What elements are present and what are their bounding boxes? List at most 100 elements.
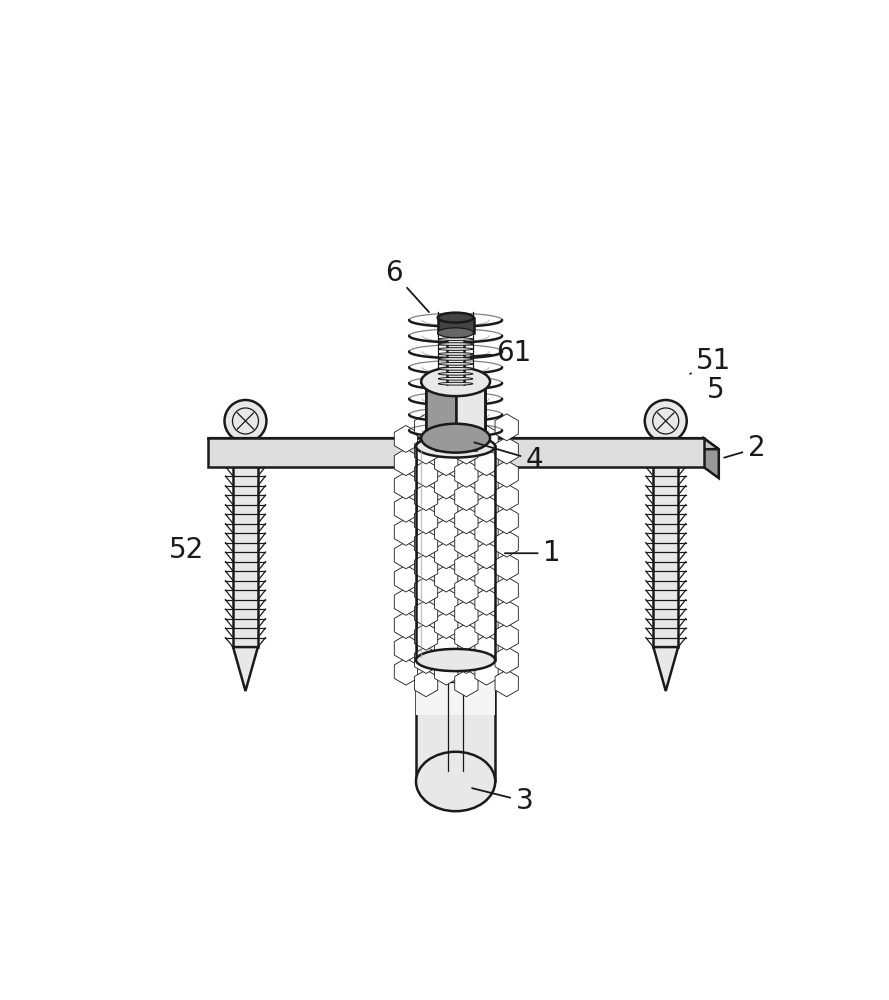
Ellipse shape: [416, 649, 495, 671]
Ellipse shape: [438, 377, 473, 380]
Polygon shape: [475, 635, 498, 662]
Polygon shape: [456, 382, 485, 438]
Polygon shape: [495, 460, 518, 487]
Bar: [416, 675, 495, 781]
Polygon shape: [414, 554, 437, 580]
Polygon shape: [414, 437, 437, 464]
Text: 52: 52: [169, 536, 204, 564]
Circle shape: [653, 408, 679, 434]
Bar: [233, 438, 258, 647]
Bar: [437, 318, 474, 333]
Polygon shape: [435, 635, 458, 662]
Ellipse shape: [416, 435, 495, 458]
Polygon shape: [395, 635, 418, 662]
Text: 4: 4: [474, 442, 544, 474]
Ellipse shape: [438, 333, 473, 335]
Text: 3: 3: [472, 787, 533, 815]
Polygon shape: [495, 507, 518, 534]
Ellipse shape: [438, 358, 473, 360]
Polygon shape: [495, 623, 518, 650]
Polygon shape: [414, 577, 437, 604]
Polygon shape: [414, 600, 437, 627]
Polygon shape: [455, 554, 478, 580]
Polygon shape: [395, 472, 418, 499]
Circle shape: [645, 400, 686, 442]
Polygon shape: [414, 647, 437, 673]
Bar: [447, 334, 464, 384]
Polygon shape: [455, 414, 478, 441]
Circle shape: [232, 408, 259, 434]
Polygon shape: [395, 495, 418, 522]
Bar: [436, 435, 476, 450]
Polygon shape: [475, 565, 498, 592]
Polygon shape: [414, 623, 437, 650]
Polygon shape: [395, 588, 418, 615]
Polygon shape: [414, 414, 437, 441]
Ellipse shape: [438, 367, 473, 370]
Ellipse shape: [421, 424, 490, 453]
Ellipse shape: [438, 338, 473, 340]
Polygon shape: [495, 647, 518, 673]
Polygon shape: [495, 414, 518, 441]
Polygon shape: [426, 382, 456, 438]
Polygon shape: [395, 612, 418, 639]
Text: 51: 51: [690, 347, 732, 375]
Ellipse shape: [438, 363, 473, 365]
Polygon shape: [475, 495, 498, 522]
Polygon shape: [395, 658, 418, 685]
Polygon shape: [455, 623, 478, 650]
Bar: [208, 438, 704, 467]
Polygon shape: [456, 382, 485, 438]
Polygon shape: [475, 612, 498, 639]
Ellipse shape: [416, 649, 495, 671]
Bar: [416, 446, 495, 660]
Polygon shape: [455, 647, 478, 673]
Polygon shape: [435, 472, 458, 499]
Polygon shape: [455, 437, 478, 464]
Ellipse shape: [438, 353, 473, 355]
Polygon shape: [495, 670, 518, 697]
Polygon shape: [475, 658, 498, 685]
Polygon shape: [495, 530, 518, 557]
Polygon shape: [414, 670, 437, 697]
Polygon shape: [435, 426, 458, 452]
Bar: [416, 440, 495, 715]
Polygon shape: [455, 530, 478, 557]
Polygon shape: [455, 577, 478, 604]
Polygon shape: [475, 426, 498, 452]
Polygon shape: [435, 658, 458, 685]
Ellipse shape: [416, 752, 495, 811]
Polygon shape: [414, 484, 437, 511]
Polygon shape: [414, 530, 437, 557]
Polygon shape: [495, 554, 518, 580]
Polygon shape: [435, 612, 458, 639]
Ellipse shape: [437, 313, 474, 323]
Polygon shape: [435, 542, 458, 569]
Polygon shape: [495, 484, 518, 511]
Polygon shape: [495, 600, 518, 627]
Polygon shape: [435, 449, 458, 476]
Circle shape: [225, 400, 267, 442]
Polygon shape: [233, 647, 258, 691]
Polygon shape: [704, 438, 719, 478]
Polygon shape: [426, 382, 456, 438]
Polygon shape: [414, 460, 437, 487]
Polygon shape: [475, 542, 498, 569]
Bar: [416, 660, 495, 675]
Ellipse shape: [438, 382, 473, 385]
Polygon shape: [435, 565, 458, 592]
Polygon shape: [475, 588, 498, 615]
Polygon shape: [395, 426, 418, 452]
Polygon shape: [455, 484, 478, 511]
Polygon shape: [395, 449, 418, 476]
Text: 5: 5: [707, 376, 725, 404]
Polygon shape: [495, 437, 518, 464]
Bar: [653, 438, 678, 647]
Polygon shape: [455, 507, 478, 534]
Polygon shape: [395, 542, 418, 569]
Polygon shape: [435, 519, 458, 545]
Polygon shape: [475, 449, 498, 476]
Polygon shape: [475, 472, 498, 499]
Text: 6: 6: [385, 259, 429, 312]
Ellipse shape: [437, 328, 474, 338]
